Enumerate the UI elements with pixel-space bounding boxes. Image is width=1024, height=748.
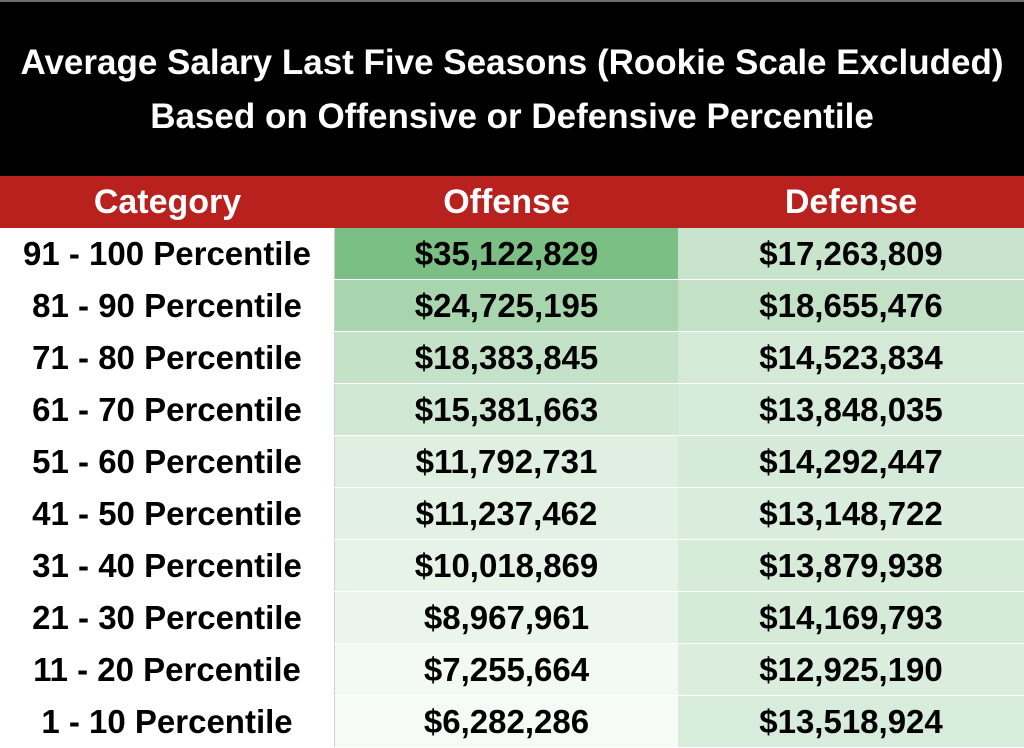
offense-cell: $6,282,286: [335, 696, 678, 747]
category-cell: 1 - 10 Percentile: [0, 696, 335, 747]
defense-cell: $14,523,834: [678, 332, 1024, 383]
table-row: 61 - 70 Percentile $15,381,663 $13,848,035: [0, 384, 1024, 436]
table-row: 31 - 40 Percentile $10,018,869 $13,879,938: [0, 540, 1024, 592]
offense-cell: $35,122,829: [335, 228, 678, 279]
offense-cell: $7,255,664: [335, 644, 678, 695]
offense-cell: $8,967,961: [335, 592, 678, 643]
table-row: 71 - 80 Percentile $18,383,845 $14,523,834: [0, 332, 1024, 384]
table-row: 51 - 60 Percentile $11,792,731 $14,292,447: [0, 436, 1024, 488]
category-cell: 41 - 50 Percentile: [0, 488, 335, 539]
category-cell: 61 - 70 Percentile: [0, 384, 335, 435]
category-cell: 71 - 80 Percentile: [0, 332, 335, 383]
category-cell: 31 - 40 Percentile: [0, 540, 335, 591]
offense-cell: $10,018,869: [335, 540, 678, 591]
offense-cell: $11,237,462: [335, 488, 678, 539]
offense-cell: $24,725,195: [335, 280, 678, 331]
defense-cell: $13,518,924: [678, 696, 1024, 747]
table-row: 11 - 20 Percentile $7,255,664 $12,925,190: [0, 644, 1024, 696]
title-bar: Average Salary Last Five Seasons (Rookie…: [0, 0, 1024, 176]
category-cell: 81 - 90 Percentile: [0, 280, 335, 331]
defense-cell: $18,655,476: [678, 280, 1024, 331]
offense-cell: $11,792,731: [335, 436, 678, 487]
header-row: Category Offense Defense: [0, 176, 1024, 228]
defense-cell: $13,879,938: [678, 540, 1024, 591]
offense-cell: $18,383,845: [335, 332, 678, 383]
defense-cell: $14,292,447: [678, 436, 1024, 487]
defense-cell: $17,263,809: [678, 228, 1024, 279]
category-cell: 11 - 20 Percentile: [0, 644, 335, 695]
defense-cell: $13,848,035: [678, 384, 1024, 435]
table-row: 21 - 30 Percentile $8,967,961 $14,169,793: [0, 592, 1024, 644]
defense-cell: $12,925,190: [678, 644, 1024, 695]
table-row: 41 - 50 Percentile $11,237,462 $13,148,722: [0, 488, 1024, 540]
defense-cell: $14,169,793: [678, 592, 1024, 643]
table-body: 91 - 100 Percentile $35,122,829 $17,263,80…: [0, 228, 1024, 748]
header-defense: Defense: [784, 182, 918, 221]
table-row: 1 - 10 Percentile $6,282,286 $13,518,924: [0, 696, 1024, 748]
header-category: Category: [93, 182, 242, 221]
header-offense: Offense: [443, 182, 570, 221]
table-row: 81 - 90 Percentile $24,725,195 $18,655,476: [0, 280, 1024, 332]
offense-cell: $15,381,663: [335, 384, 678, 435]
category-cell: 21 - 30 Percentile: [0, 592, 335, 643]
category-cell: 51 - 60 Percentile: [0, 436, 335, 487]
category-cell: 91 - 100 Percentile: [0, 228, 335, 279]
table-row: 91 - 100 Percentile $35,122,829 $17,263,80…: [0, 228, 1024, 280]
defense-cell: $13,148,722: [678, 488, 1024, 539]
table-title: Average Salary Last Five Seasons (Rookie…: [20, 43, 1004, 136]
